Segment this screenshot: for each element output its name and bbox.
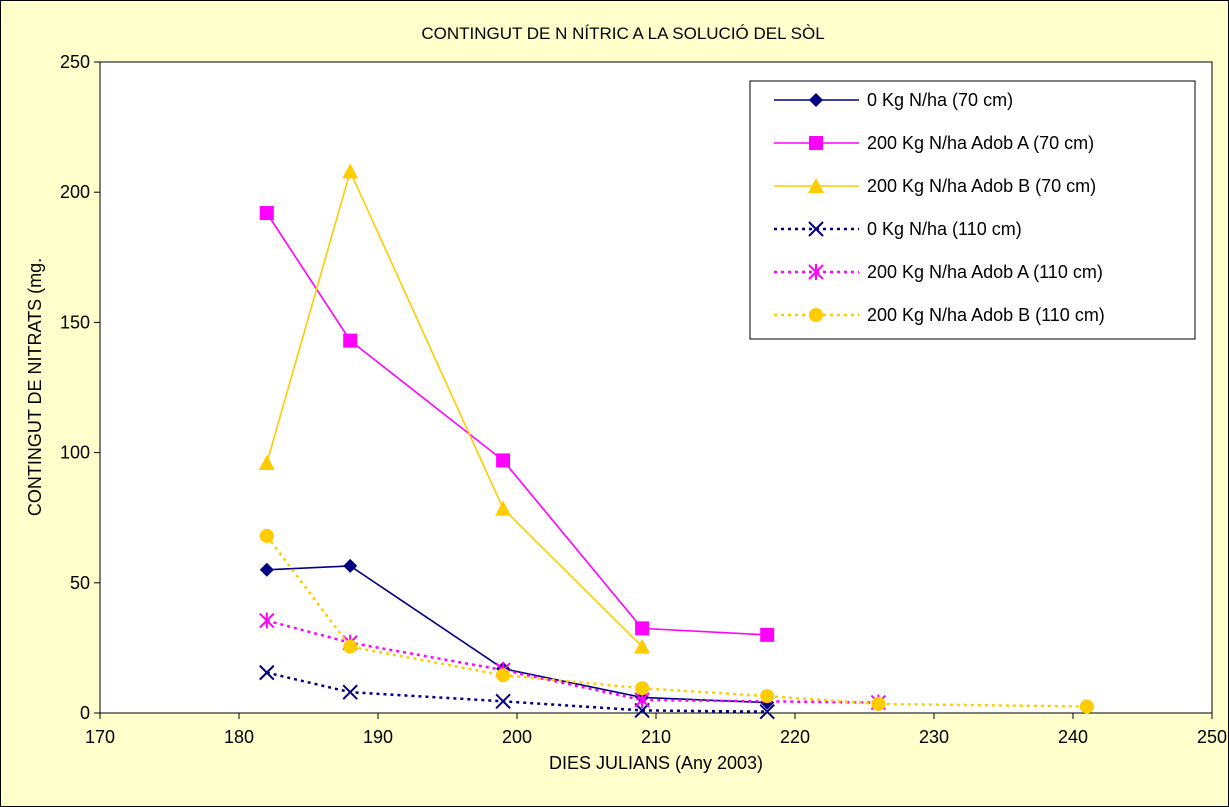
x-marker — [259, 664, 275, 681]
x-tick-label: 190 — [363, 727, 393, 747]
y-tick-label: 150 — [60, 312, 90, 332]
diamond-marker — [809, 93, 823, 107]
square-marker — [635, 621, 650, 636]
asterisk-marker — [808, 264, 824, 280]
legend-label: 200 Kg N/ha Adob B (70 cm) — [867, 176, 1096, 196]
series-layer — [258, 163, 1094, 720]
diamond-marker — [343, 558, 358, 573]
chart-title: CONTINGUT DE N NÍTRIC A LA SOLUCIÓ DEL S… — [421, 24, 824, 43]
x-tick-label: 170 — [85, 727, 115, 747]
x-marker — [759, 703, 775, 720]
circle-marker — [496, 668, 511, 683]
circle-marker — [760, 689, 775, 704]
x-tick-label: 250 — [1197, 727, 1227, 747]
x-marker — [808, 221, 824, 237]
series-6 — [259, 528, 1094, 714]
legend-box — [749, 80, 1196, 340]
y-tick-label: 0 — [80, 703, 90, 723]
y-axis-title: CONTINGUT DE NITRATS (mg. — [25, 258, 45, 516]
y-tick-label: 100 — [60, 443, 90, 463]
circle-marker — [1079, 699, 1094, 714]
x-marker — [495, 693, 511, 709]
square-marker — [259, 206, 274, 221]
x-tick-label: 240 — [1058, 727, 1088, 747]
circle-marker — [343, 639, 358, 654]
series-3 — [258, 163, 651, 654]
y-tick-label: 50 — [70, 573, 90, 593]
x-tick-label: 220 — [780, 727, 810, 747]
circle-marker — [635, 681, 650, 696]
x-tick-label: 180 — [224, 727, 254, 747]
series-line — [266, 169, 643, 648]
circle-marker — [871, 696, 886, 711]
x-axis-title: DIES JULIANS (Any 2003) — [549, 753, 763, 773]
axes: 0 50 100 150 200 250 170 180 190 200 210 220 230 240 2… — [60, 52, 1227, 747]
triangle-marker — [808, 178, 824, 193]
square-marker — [343, 333, 358, 348]
legend-label: 200 Kg N/ha Adob B (110 cm) — [867, 305, 1105, 325]
triangle-marker — [634, 638, 651, 654]
triangle-marker — [342, 163, 359, 179]
x-tick-label: 200 — [502, 727, 532, 747]
legend-label: 200 Kg N/ha Adob A (110 cm) — [867, 262, 1103, 282]
x-tick-label: 210 — [641, 727, 671, 747]
square-marker — [760, 627, 775, 642]
series-4 — [259, 664, 775, 720]
legend-label: 0 Kg N/ha (110 cm) — [867, 219, 1022, 239]
triangle-marker — [495, 500, 512, 516]
y-tick-label: 200 — [60, 182, 90, 202]
circle-marker — [809, 308, 823, 322]
x-marker — [342, 684, 358, 700]
square-marker — [809, 136, 823, 150]
series-2 — [259, 206, 775, 642]
circle-marker — [259, 528, 274, 543]
triangle-marker — [258, 455, 275, 471]
y-tick-label: 250 — [60, 52, 90, 72]
series-line — [266, 619, 879, 704]
legend-label: 0 Kg N/ha (70 cm) — [867, 90, 1013, 110]
square-marker — [496, 453, 511, 468]
diamond-marker — [259, 562, 274, 577]
x-tick-label: 230 — [919, 727, 949, 747]
asterisk-marker — [259, 612, 275, 629]
legend: 0 Kg N/ha (70 cm) 200 Kg N/ha Adob A (70 … — [749, 80, 1196, 340]
legend-label: 200 Kg N/ha Adob A (70 cm) — [867, 133, 1094, 153]
